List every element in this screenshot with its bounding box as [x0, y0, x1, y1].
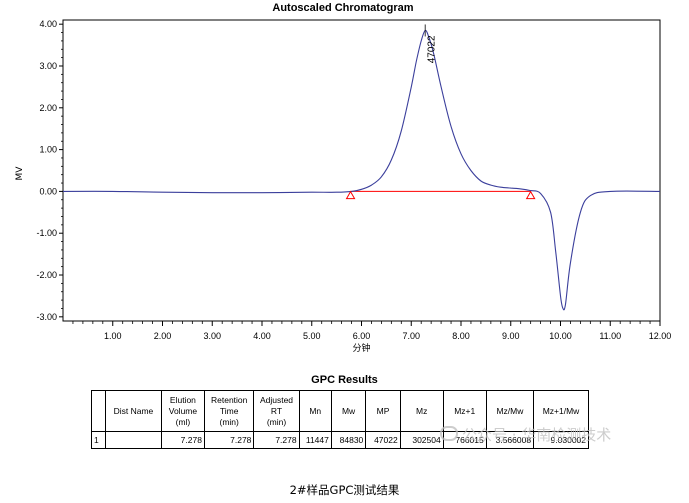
table-cell: 302504 — [399, 431, 444, 449]
x-tick-label: 4.00 — [253, 331, 271, 341]
column-header-line: Retention — [210, 394, 248, 405]
x-tick-label: 7.00 — [402, 331, 420, 341]
table-cell: 84830 — [330, 431, 367, 449]
table-cell: 7.278 — [203, 431, 255, 449]
table-body: 1 7.278 7.278 7.278 11447 84830 47022 302504 766… — [91, 431, 589, 449]
table-cell — [104, 431, 162, 449]
table-cell: 7.278 — [160, 431, 205, 449]
plot-border — [62, 19, 661, 322]
watermark-text: 公众号 · 华南检测技术 — [462, 426, 612, 444]
table-cell: 47022 — [365, 431, 401, 449]
column-header-line: Mw — [341, 405, 356, 416]
x-tick-label: 1.00 — [104, 331, 122, 341]
column-header-line: (min) — [219, 416, 239, 427]
x-tick-label: 5.00 — [303, 331, 321, 341]
y-tick-label: 0.00 — [39, 186, 57, 196]
y-tick-label: 2.00 — [39, 103, 57, 113]
watermark: 公众号 · 华南检测技术 — [440, 424, 611, 445]
peak-label: 47022 — [427, 35, 438, 63]
column-header-line: Mz — [416, 405, 428, 416]
column-header: MP — [365, 390, 401, 432]
column-header-line: Dist Name — [113, 405, 154, 416]
y-axis-title: MV — [15, 166, 25, 181]
table-cell: 9.030002 — [533, 431, 589, 449]
column-header-line: Time — [219, 405, 239, 416]
x-tick-label: 10.00 — [549, 331, 572, 341]
table-cell: 7.278 — [253, 431, 300, 449]
marker-layer — [345, 190, 536, 200]
x-tick-label: 2.00 — [154, 331, 172, 341]
column-header: Adjusted RT (min) — [253, 390, 300, 432]
y-tick-label: 4.00 — [39, 19, 57, 29]
x-tick-label: 9.00 — [502, 331, 520, 341]
figure-caption: 2#样品GPC测试结果 — [289, 483, 400, 497]
column-header-line: (ml) — [175, 416, 191, 427]
column-header-line: Mz/Mw — [496, 405, 524, 416]
column-header-line: Volume — [168, 405, 198, 416]
series-layer — [62, 29, 661, 311]
x-axis-ticks: 1.00 2.00 3.00 4.00 5.00 6.00 7.00 8.00 9.00 10.0… — [72, 321, 672, 341]
chromatogram-chart: Autoscaled Chromatogram 4.003.002.001.00… — [15, 2, 672, 354]
y-tick-label: 1.00 — [39, 145, 57, 155]
column-header-line: MP — [376, 405, 390, 416]
column-header — [91, 390, 106, 432]
column-header-line: Mz+1/Mw — [542, 405, 580, 416]
x-tick-label: 11.00 — [599, 331, 621, 341]
y-tick-label: -1.00 — [36, 228, 57, 238]
table-cell: 3.566008 — [485, 431, 535, 449]
plot-frame — [62, 19, 661, 322]
column-header: Retention Time (min) — [203, 390, 255, 432]
table-cell: 11447 — [298, 431, 332, 449]
y-tick-label: 3.00 — [39, 61, 57, 71]
wechat-icon — [440, 426, 458, 441]
y-tick-label: -2.00 — [36, 270, 57, 280]
table-header-row: Dist Name Elution Volume (ml) Retention Time(… — [91, 390, 589, 432]
chromatogram-trace — [62, 29, 661, 311]
x-tick-label: 6.00 — [353, 331, 371, 341]
column-header-line: Mn — [309, 405, 322, 416]
peak-bound-marker — [525, 190, 536, 200]
x-tick-label: 8.00 — [452, 331, 470, 341]
gpc-results-table: Dist Name Elution Volume (ml) Retention Time(… — [91, 390, 589, 449]
annotation-layer: 47022 — [424, 24, 438, 63]
column-header-line: RT — [270, 405, 283, 416]
x-tick-label: 12.00 — [649, 331, 672, 341]
y-tick-label: -3.00 — [36, 312, 57, 322]
column-header: Mz+1/Mw — [533, 390, 589, 432]
column-header-line: Elution — [169, 394, 196, 405]
peak-bound-marker — [345, 190, 356, 200]
column-header: Mz/Mw — [485, 390, 535, 432]
column-header-line: Adjusted — [259, 394, 294, 405]
x-tick-label: 3.00 — [203, 331, 221, 341]
column-header: Mz — [399, 390, 444, 432]
table-row: 1 7.278 7.278 7.278 11447 84830 47022 302504 766… — [91, 431, 589, 449]
y-axis-ticks: 4.00 3.00 2.00 1.00 0.00 -1.00 -2.00 -3.00 — [36, 19, 63, 322]
column-header: Mn — [298, 390, 332, 432]
table-cell: 1 — [91, 431, 106, 449]
column-header: Dist Name — [104, 390, 162, 432]
x-axis-title: 分钟 — [352, 342, 370, 354]
chart-title: Autoscaled Chromatogram — [272, 2, 413, 14]
column-header-line: (min) — [266, 416, 287, 427]
column-header-line: Mz+1 — [454, 405, 476, 416]
results-title: GPC Results — [311, 374, 378, 386]
column-header: Mw — [330, 390, 367, 432]
column-header: Elution Volume (ml) — [160, 390, 205, 432]
